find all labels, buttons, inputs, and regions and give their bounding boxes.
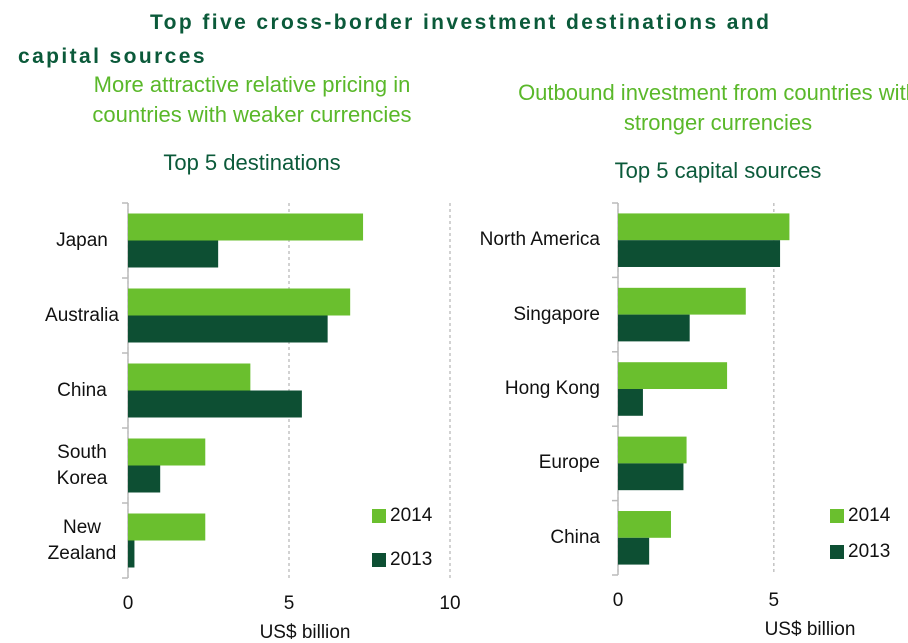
chart-subtitle: More attractive relative pricing in coun… (92, 72, 412, 127)
bar (128, 240, 219, 268)
bar (128, 513, 206, 541)
bar (618, 511, 671, 538)
bar (618, 389, 643, 416)
y-tick-label: Europe (538, 452, 600, 474)
bar (618, 213, 790, 241)
bar (128, 438, 206, 466)
bar (128, 288, 351, 316)
y-tick-label: North America (479, 229, 600, 251)
bar (618, 314, 690, 342)
legend-swatch (372, 509, 386, 523)
y-tick-label: South Korea (56, 441, 108, 489)
bar (128, 465, 161, 493)
bar (128, 363, 251, 391)
x-tick-label: 10 (439, 593, 460, 614)
y-tick-label: Japan (56, 229, 108, 251)
bar (618, 287, 746, 315)
legend-label: 2014 (390, 505, 433, 526)
bar (618, 362, 728, 389)
legend-swatch (372, 553, 386, 567)
legend-swatch (830, 545, 844, 559)
y-tick-label: New Zealand (47, 516, 117, 564)
bar (128, 540, 135, 568)
x-tick-label: 5 (769, 590, 780, 611)
page-title: Top five cross-border investment destina… (18, 11, 772, 68)
y-tick-label: China (550, 526, 600, 548)
x-tick-label: 5 (284, 593, 295, 614)
bar (618, 463, 684, 491)
x-axis-label: US$ billion (765, 619, 856, 640)
chart-subtitle: Outbound investment from countries with … (518, 80, 908, 135)
x-tick-label: 0 (123, 593, 134, 614)
bar (618, 537, 650, 565)
bar (128, 315, 328, 343)
chart-title: Top 5 destinations (163, 150, 341, 175)
y-tick-label: Singapore (513, 303, 600, 325)
bar (618, 436, 687, 464)
bar (128, 213, 364, 241)
y-tick-label: Australia (45, 304, 119, 326)
y-tick-label: China (57, 379, 107, 401)
legend-swatch (830, 509, 844, 523)
bar (618, 240, 781, 267)
x-tick-label: 0 (613, 590, 624, 611)
chart-title: Top 5 capital sources (614, 158, 822, 183)
legend-label: 2013 (848, 541, 890, 562)
x-axis-label: US$ billion (260, 622, 351, 643)
bar (128, 390, 302, 418)
legend-label: 2014 (848, 505, 891, 526)
legend-label: 2013 (390, 549, 432, 570)
y-tick-label: Hong Kong (504, 378, 600, 399)
